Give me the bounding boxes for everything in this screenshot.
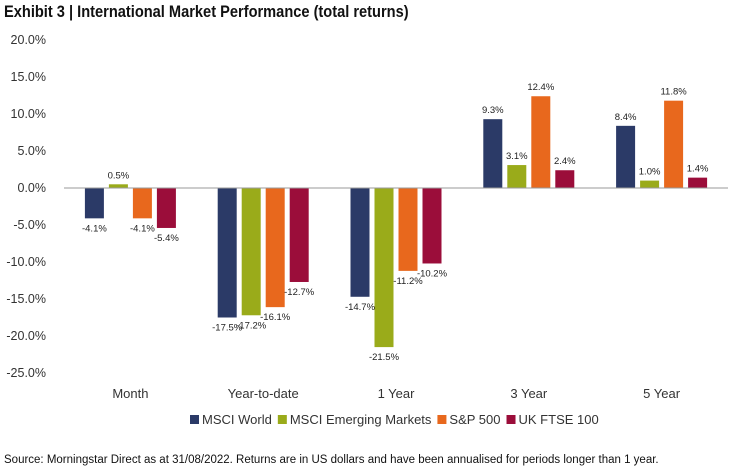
data-label: 0.5% [108,170,130,181]
bar [132,188,152,219]
data-label: -21.5% [369,352,400,363]
legend-swatch [506,415,516,424]
data-label: -4.1% [130,223,155,234]
source-footnote: Source: Morningstar Direct as at 31/08/2… [4,454,659,466]
y-tick-label: 10.0% [11,107,46,121]
data-label: 12.4% [527,82,554,93]
y-tick-label: 20.0% [11,33,46,47]
data-label: -12.7% [284,287,315,298]
bar [664,100,684,188]
x-category-label: Year-to-date [228,386,299,401]
x-category-label: 5 Year [643,386,681,401]
bar [265,188,285,308]
x-category-label: 1 Year [378,386,416,401]
data-label: -17.2% [236,320,267,331]
y-tick-label: -5.0% [13,218,46,232]
legend: MSCI World MSCI Emerging Markets S&P 500 UK… [190,412,599,427]
bars [84,96,708,348]
x-axis: Month Year-to-date 1 Year 3 Year 5 Year [112,386,680,401]
legend-swatch [437,415,447,424]
y-tick-label: 0.0% [18,181,47,195]
y-tick-label: -10.0% [6,255,46,269]
bar [374,188,394,348]
y-tick-label: -15.0% [6,292,46,306]
bar [289,188,309,282]
y-tick-label: -25.0% [6,366,46,380]
bar [531,96,551,188]
data-label: -11.2% [393,276,423,287]
data-label: -17.5% [212,323,243,334]
data-label: -16.1% [260,312,291,323]
legend-label: UK FTSE 100 [519,412,599,427]
x-category-label: 3 Year [510,386,548,401]
bar [108,184,128,188]
bar [350,188,370,297]
legend-label: MSCI Emerging Markets [290,412,432,427]
bar [217,188,237,318]
bar [422,188,442,264]
y-tick-label: -20.0% [6,329,46,343]
bar-chart: 20.0% 15.0% 10.0% 5.0% 0.0% -5.0% -10.0% -15.0%… [6,33,728,427]
bar [640,180,660,188]
data-label: -4.1% [82,223,107,234]
y-tick-label: 15.0% [11,70,46,84]
bar [156,188,176,228]
bar [483,119,503,188]
data-label: 3.1% [506,151,528,162]
data-labels: -4.1%0.5%-4.1%-5.4%-17.5%-17.2%-16.1%-12… [82,82,709,363]
bar [688,177,708,188]
data-label: -5.4% [154,233,179,244]
bar [507,165,527,188]
data-label: 2.4% [554,156,576,167]
data-label: 8.4% [615,112,637,123]
chart-title: Exhibit 3 | International Market Perform… [4,2,409,21]
y-tick-label: 5.0% [18,144,47,158]
bar [241,188,261,316]
bar [84,188,104,219]
data-label: 9.3% [482,105,504,116]
legend-label: S&P 500 [449,412,500,427]
data-label: 1.4% [687,164,709,175]
bar [398,188,418,271]
legend-swatch [277,415,287,424]
y-axis: 20.0% 15.0% 10.0% 5.0% 0.0% -5.0% -10.0% -15.0%… [6,33,46,380]
bar [616,125,636,188]
legend-swatch [190,415,199,424]
legend-label: MSCI World [202,412,272,427]
data-label: -14.7% [345,302,376,313]
bar [555,170,575,188]
x-category-label: Month [112,386,148,401]
data-label: 1.0% [639,167,661,178]
data-label: -10.2% [417,268,448,279]
data-label: 11.8% [660,87,687,98]
